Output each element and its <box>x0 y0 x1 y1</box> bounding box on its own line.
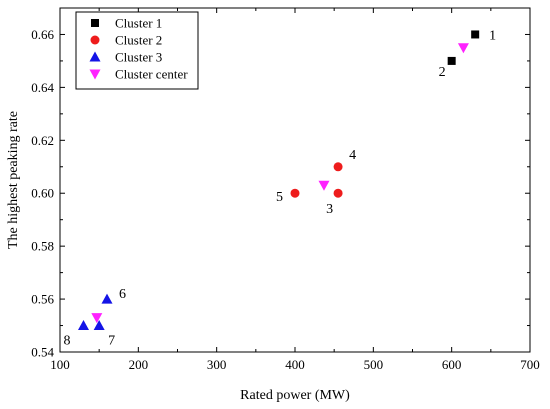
y-tick-label: 0.54 <box>31 345 54 360</box>
x-tick-label: 500 <box>364 357 384 372</box>
y-tick-label: 0.62 <box>31 133 54 148</box>
x-tick-label: 600 <box>442 357 462 372</box>
point-label: 3 <box>326 202 333 217</box>
data-point <box>447 56 456 65</box>
point-label: 2 <box>439 65 446 80</box>
data-point <box>78 320 89 331</box>
legend-marker <box>91 19 99 27</box>
point-label: 5 <box>276 190 283 205</box>
y-tick-label: 0.56 <box>31 292 54 307</box>
legend-label: Cluster 3 <box>115 50 162 65</box>
data-point <box>333 162 343 172</box>
y-tick-label: 0.58 <box>31 239 54 254</box>
legend-marker <box>89 69 101 80</box>
x-tick-label: 100 <box>50 357 70 372</box>
x-tick-label: 200 <box>129 357 149 372</box>
point-label: 4 <box>349 148 356 163</box>
cluster-center-point <box>91 313 103 324</box>
data-point <box>333 188 343 198</box>
y-tick-label: 0.66 <box>31 27 54 42</box>
data-point <box>101 293 113 304</box>
legend: Cluster 1 Cluster 2 Cluster 3 Cluster cente… <box>75 11 199 90</box>
x-tick-label: 400 <box>285 357 305 372</box>
data-point <box>471 30 480 39</box>
point-label: 7 <box>108 334 115 349</box>
x-tick-label: 700 <box>520 357 540 372</box>
point-label: 8 <box>64 334 71 349</box>
legend-marker <box>90 35 100 45</box>
legend-label: Cluster 2 <box>115 33 162 48</box>
legend-label: Cluster center <box>115 67 188 82</box>
y-tick-label: 0.64 <box>31 80 54 95</box>
y-axis-title: The highest peaking rate <box>6 111 21 249</box>
cluster-center-point <box>457 43 469 54</box>
y-tick-label: 0.60 <box>31 186 54 201</box>
x-axis-title: Rated power (MW) <box>240 388 350 403</box>
point-label: 1 <box>489 28 496 43</box>
data-point <box>93 320 105 331</box>
cluster-center-point <box>318 180 330 191</box>
x-tick-label: 300 <box>207 357 227 372</box>
legend-marker <box>89 51 101 62</box>
legend-label: Cluster 1 <box>115 16 162 31</box>
data-point <box>290 188 300 198</box>
point-label: 6 <box>119 287 126 302</box>
